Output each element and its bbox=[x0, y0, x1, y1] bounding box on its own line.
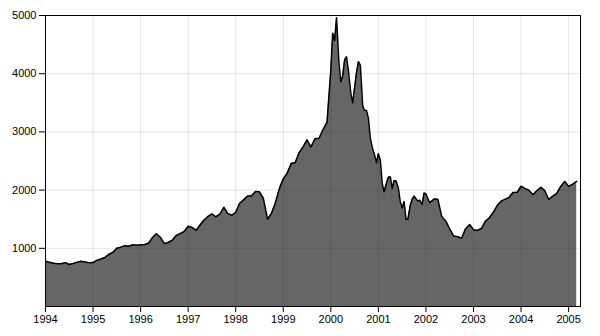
svg-text:1000: 1000 bbox=[12, 242, 36, 254]
svg-text:2001: 2001 bbox=[366, 313, 390, 325]
svg-text:1999: 1999 bbox=[271, 313, 295, 325]
svg-text:2005: 2005 bbox=[556, 313, 580, 325]
svg-text:1995: 1995 bbox=[81, 313, 105, 325]
svg-text:4000: 4000 bbox=[12, 67, 36, 79]
svg-text:1994: 1994 bbox=[33, 313, 57, 325]
svg-text:2002: 2002 bbox=[414, 313, 438, 325]
svg-text:2000: 2000 bbox=[319, 313, 343, 325]
svg-text:2003: 2003 bbox=[461, 313, 485, 325]
svg-text:2004: 2004 bbox=[509, 313, 533, 325]
svg-text:1997: 1997 bbox=[176, 313, 200, 325]
svg-text:5000: 5000 bbox=[12, 9, 36, 21]
svg-text:1996: 1996 bbox=[128, 313, 152, 325]
svg-text:2000: 2000 bbox=[12, 184, 36, 196]
svg-text:3000: 3000 bbox=[12, 125, 36, 137]
svg-text:1998: 1998 bbox=[223, 313, 247, 325]
